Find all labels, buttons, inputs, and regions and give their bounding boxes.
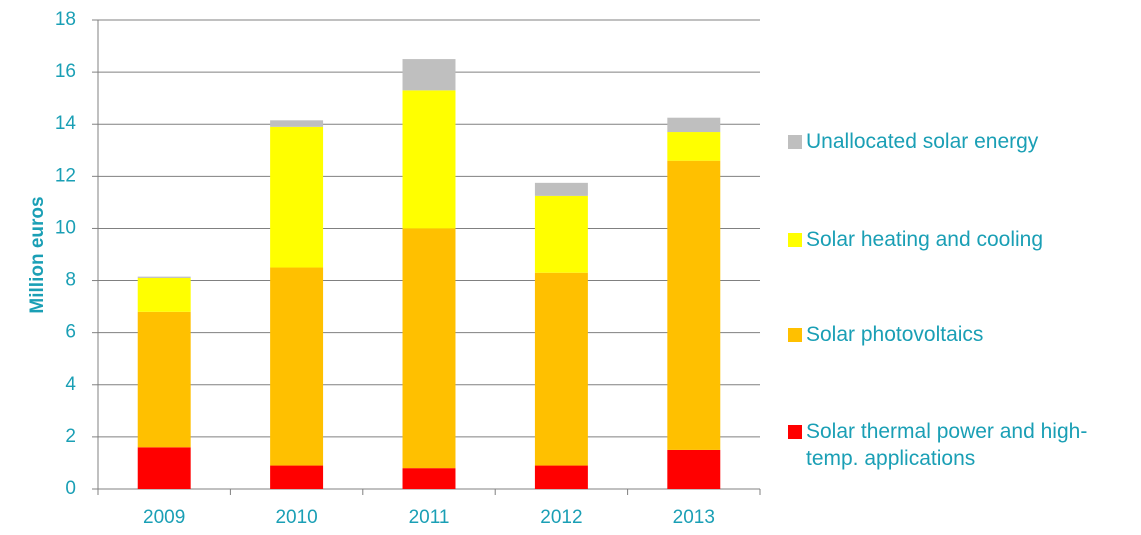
y-tick-label: 8	[65, 270, 76, 291]
y-tick-label: 4	[65, 374, 76, 395]
legend-label: Solar heating and cooling	[806, 228, 1044, 251]
x-tick-label: 2013	[673, 507, 715, 528]
bar-segment	[270, 126, 324, 268]
bar-segment	[137, 311, 191, 448]
bar-segment	[667, 449, 721, 489]
y-tick-label: 0	[65, 478, 76, 499]
bar-segment	[270, 267, 324, 466]
y-tick-label: 2	[65, 426, 76, 447]
y-tick-label: 16	[55, 61, 76, 82]
bar-segment	[270, 120, 324, 127]
legend-item: Solar heating and cooling	[788, 226, 1128, 253]
bar-segment	[137, 277, 191, 312]
x-tick-label: 2011	[409, 507, 450, 528]
y-axis-label: Million euros	[27, 196, 48, 313]
bar-segment	[402, 90, 456, 229]
y-tick-label: 14	[55, 113, 77, 134]
bar-segment	[534, 195, 588, 273]
bar-segment	[667, 117, 721, 133]
bar-segment	[667, 160, 721, 450]
legend-swatch	[788, 425, 802, 439]
bar-segment	[534, 272, 588, 466]
y-tick-label: 18	[55, 9, 76, 30]
legend-swatch	[788, 328, 802, 342]
legend-label: Unallocated solar energy	[806, 130, 1039, 153]
bar-segment	[402, 228, 456, 469]
legend-swatch	[788, 233, 802, 247]
legend-swatch	[788, 135, 802, 149]
x-tick-label: 2012	[540, 507, 582, 528]
x-tick-label: 2010	[275, 507, 317, 528]
bar-segment	[270, 465, 324, 489]
y-tick-label: 10	[55, 217, 76, 238]
y-tick-label: 12	[55, 165, 76, 186]
bar-segment	[534, 465, 588, 489]
bar-segment	[137, 276, 191, 278]
legend-label: Solar photovoltaics	[806, 323, 984, 346]
bar-segment	[667, 132, 721, 161]
legend-item: Solar thermal power and high-temp. appli…	[788, 418, 1128, 472]
bar-segment	[137, 447, 191, 489]
legend-item: Unallocated solar energy	[788, 128, 1128, 155]
legend-label: Solar thermal power and high-temp. appli…	[806, 420, 1088, 470]
bar-segment	[402, 468, 456, 489]
x-tick-label: 2009	[143, 507, 185, 528]
y-tick-label: 6	[65, 322, 76, 343]
bar-segment	[534, 182, 588, 196]
bar-segment	[402, 59, 456, 91]
legend-item: Solar photovoltaics	[788, 321, 1128, 348]
